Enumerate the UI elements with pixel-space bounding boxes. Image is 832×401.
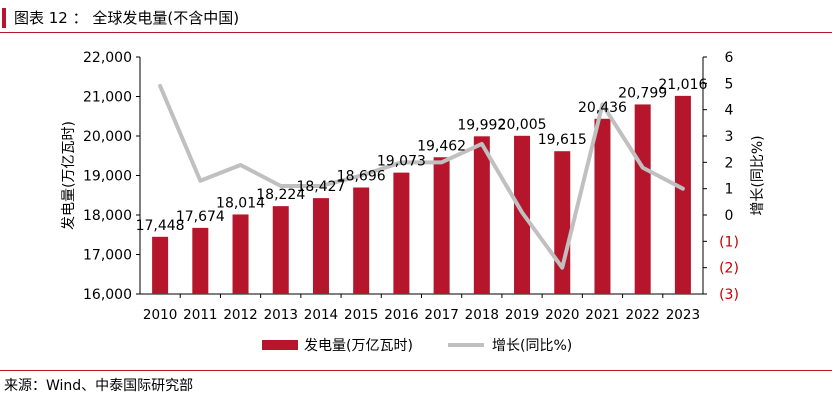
top-rule — [0, 32, 832, 33]
bar — [433, 157, 450, 294]
x-tick-label: 2013 — [264, 307, 298, 323]
bar-data-label: 20,005 — [498, 117, 547, 133]
y-tick-label: 16,000 — [83, 287, 132, 303]
y2-tick-label: 1 — [725, 182, 734, 198]
source-note: 来源：Wind、中泰国际研究部 — [4, 378, 194, 394]
x-tick-label: 2014 — [304, 307, 338, 323]
bar — [353, 187, 370, 294]
bar-data-label: 19,462 — [417, 138, 466, 154]
y2-tick-label: 0 — [725, 208, 734, 224]
bar — [312, 198, 329, 294]
x-tick-label: 2019 — [505, 307, 539, 323]
bar-data-label: 18,014 — [216, 195, 265, 211]
y2-tick-label: 6 — [725, 50, 734, 66]
x-tick-label: 2021 — [585, 307, 619, 323]
growth-line — [158, 83, 685, 270]
title-accent-mark — [2, 8, 6, 28]
y-tick-label: 19,000 — [83, 169, 132, 185]
x-tick-label: 2010 — [143, 307, 177, 323]
bar — [192, 227, 209, 294]
y-tick-label: 18,000 — [83, 208, 132, 224]
bar — [473, 136, 490, 294]
bar — [393, 172, 410, 294]
y-axis-title: 发电量(万亿瓦时) — [61, 121, 77, 230]
y2-tick-label: (1) — [719, 234, 739, 250]
y2-tick-label: (2) — [719, 261, 739, 277]
figure-title: 图表 12 ： 全球发电量(不含中国) — [14, 9, 240, 27]
bar-data-label: 17,674 — [176, 209, 225, 225]
y-tick-label: 17,000 — [83, 248, 132, 264]
y2-tick-label: 2 — [725, 155, 734, 171]
x-tick-label: 2020 — [545, 307, 579, 323]
bar — [554, 151, 571, 294]
y2-axis-title: 增长(同比%) — [750, 135, 766, 215]
x-tick-label: 2012 — [223, 307, 257, 323]
legend-bar-swatch — [262, 340, 298, 350]
bottom-rule — [0, 370, 832, 371]
bar — [634, 104, 651, 294]
y-tick-label: 21,000 — [83, 90, 132, 106]
x-tick-label: 2011 — [183, 307, 217, 323]
bar-data-label: 18,224 — [256, 187, 305, 203]
x-tick-label: 2022 — [625, 307, 659, 323]
bar — [594, 118, 611, 294]
bar-data-label: 20,436 — [578, 100, 627, 116]
bar — [674, 95, 691, 294]
x-tick-label: 2015 — [344, 307, 378, 323]
bar-data-label: 21,016 — [658, 77, 707, 93]
bar-data-label: 17,448 — [136, 218, 185, 234]
bar — [152, 236, 169, 294]
y2-tick-label: (3) — [719, 287, 739, 303]
x-tick-label: 2018 — [465, 307, 499, 323]
bar-data-label: 18,427 — [296, 179, 345, 195]
x-tick-label: 2023 — [666, 307, 700, 323]
y-tick-label: 20,000 — [83, 129, 132, 145]
x-tick-label: 2016 — [384, 307, 418, 323]
bar-data-label: 20,799 — [618, 85, 667, 101]
y2-tick-label: 3 — [725, 129, 734, 145]
y2-tick-label: 4 — [725, 103, 734, 119]
x-tick-label: 2017 — [424, 307, 458, 323]
bar — [272, 206, 289, 294]
chart: 22,000 21,000 20,000 19,000 18,000 17,000 16,0… — [61, 50, 766, 354]
legend-line-label: 增长(同比%) — [492, 338, 572, 354]
bar-data-label: 19,992 — [457, 117, 506, 133]
title-bar: 图表 12 ： 全球发电量(不含中国) — [0, 0, 832, 34]
bar-data-label: 18,696 — [337, 169, 386, 185]
legend-bar-label: 发电量(万亿瓦时) — [304, 338, 413, 354]
bar — [232, 214, 249, 294]
y-tick-label: 22,000 — [83, 50, 132, 66]
y2-tick-label: 5 — [725, 76, 734, 92]
bar-data-label: 19,615 — [538, 132, 587, 148]
bar-data-label: 19,073 — [377, 154, 426, 170]
